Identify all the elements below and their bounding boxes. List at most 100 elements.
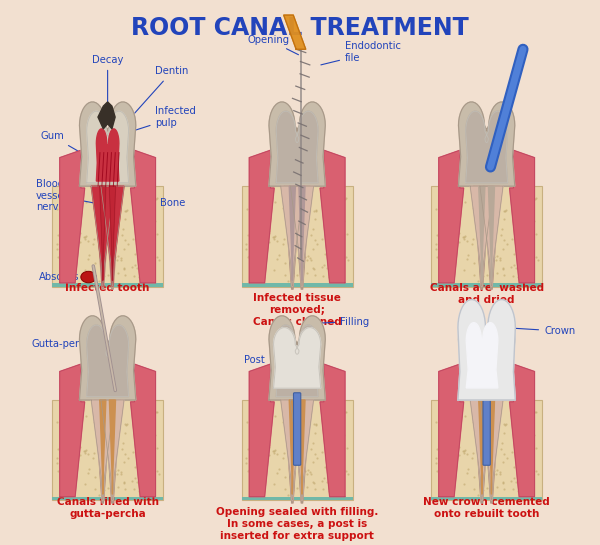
Polygon shape [509, 150, 535, 283]
Polygon shape [289, 186, 295, 281]
Polygon shape [439, 150, 464, 283]
Polygon shape [98, 102, 115, 129]
Polygon shape [480, 400, 503, 500]
Polygon shape [470, 186, 493, 286]
Polygon shape [131, 364, 155, 496]
Polygon shape [290, 186, 314, 286]
Polygon shape [290, 400, 314, 500]
Polygon shape [289, 400, 295, 494]
FancyBboxPatch shape [483, 393, 490, 465]
Polygon shape [100, 400, 106, 494]
Text: Gutta-percha: Gutta-percha [31, 340, 97, 360]
Bar [242, 496, 353, 500]
Polygon shape [249, 150, 274, 283]
Polygon shape [284, 15, 306, 49]
Polygon shape [249, 364, 274, 496]
Polygon shape [269, 316, 325, 400]
Polygon shape [484, 186, 499, 289]
Polygon shape [91, 400, 115, 500]
Polygon shape [101, 400, 124, 500]
Text: Dentin: Dentin [131, 66, 189, 117]
Bar [52, 496, 163, 500]
FancyBboxPatch shape [293, 393, 301, 465]
Bar [431, 400, 542, 500]
Text: Canals are  washed
and dried: Canals are washed and dried [430, 283, 544, 305]
Polygon shape [274, 328, 321, 388]
Text: Gum: Gum [41, 131, 79, 152]
Polygon shape [480, 186, 503, 286]
Bar [52, 186, 163, 287]
Polygon shape [479, 400, 485, 494]
Polygon shape [484, 400, 499, 503]
Polygon shape [320, 150, 345, 283]
Bar [242, 283, 353, 287]
Polygon shape [479, 186, 485, 281]
Polygon shape [100, 186, 106, 281]
Polygon shape [458, 300, 515, 400]
Polygon shape [320, 364, 345, 496]
Text: Crown: Crown [516, 326, 575, 336]
Polygon shape [284, 186, 301, 289]
Polygon shape [109, 186, 116, 281]
Polygon shape [466, 111, 508, 183]
Polygon shape [87, 111, 128, 183]
Polygon shape [269, 102, 325, 186]
Polygon shape [60, 150, 85, 283]
Polygon shape [95, 186, 111, 289]
Text: Bone: Bone [139, 198, 185, 208]
Polygon shape [60, 364, 85, 496]
Polygon shape [466, 325, 508, 397]
Text: ROOT CANAL TREATMENT: ROOT CANAL TREATMENT [131, 16, 469, 40]
Polygon shape [79, 316, 136, 400]
Polygon shape [466, 323, 498, 388]
Bar [242, 186, 353, 287]
Polygon shape [276, 325, 318, 397]
Text: Infected tissue
removed;
Canals cleaned: Infected tissue removed; Canals cleaned [253, 294, 341, 326]
Polygon shape [97, 129, 119, 181]
Bar [431, 186, 542, 287]
Text: Infected tooth: Infected tooth [65, 283, 150, 293]
Polygon shape [470, 400, 493, 500]
Polygon shape [101, 186, 124, 286]
Polygon shape [284, 400, 301, 503]
Polygon shape [509, 364, 535, 496]
Polygon shape [294, 186, 310, 289]
Polygon shape [95, 400, 111, 503]
Text: Opening sealed with filling.
In some cases, a post is
inserted for extra support: Opening sealed with filling. In some cas… [216, 507, 379, 541]
Bar [431, 283, 542, 287]
Polygon shape [474, 400, 490, 503]
Bar [52, 400, 163, 500]
Ellipse shape [81, 271, 96, 283]
Polygon shape [104, 186, 121, 289]
Polygon shape [131, 150, 155, 283]
Text: Decay: Decay [92, 55, 124, 102]
Polygon shape [474, 186, 490, 289]
Text: Abscess: Abscess [39, 272, 86, 282]
Polygon shape [458, 316, 515, 400]
Polygon shape [439, 364, 464, 496]
Polygon shape [294, 400, 310, 503]
Polygon shape [458, 102, 515, 186]
Polygon shape [299, 186, 305, 281]
Polygon shape [79, 102, 136, 186]
Bar [431, 496, 542, 500]
Text: New crown cemented
onto rebuilt tooth: New crown cemented onto rebuilt tooth [423, 497, 550, 518]
Text: Post: Post [244, 355, 289, 371]
Text: Canals filled with
gutta-percha: Canals filled with gutta-percha [56, 497, 158, 518]
Polygon shape [104, 400, 121, 503]
Bar [52, 283, 163, 287]
Text: Endodontic
file: Endodontic file [321, 41, 401, 65]
Polygon shape [281, 186, 304, 286]
Text: Infected
pulp: Infected pulp [128, 106, 196, 132]
Polygon shape [91, 186, 115, 286]
Polygon shape [299, 400, 305, 494]
Polygon shape [488, 400, 494, 494]
Text: Blood
vessels,
nerves: Blood vessels, nerves [36, 179, 94, 213]
Polygon shape [276, 111, 318, 183]
Polygon shape [488, 186, 494, 281]
Text: Opening: Opening [247, 35, 298, 54]
Polygon shape [109, 400, 116, 494]
Bar [242, 400, 353, 500]
Polygon shape [87, 325, 128, 397]
Polygon shape [281, 400, 304, 500]
